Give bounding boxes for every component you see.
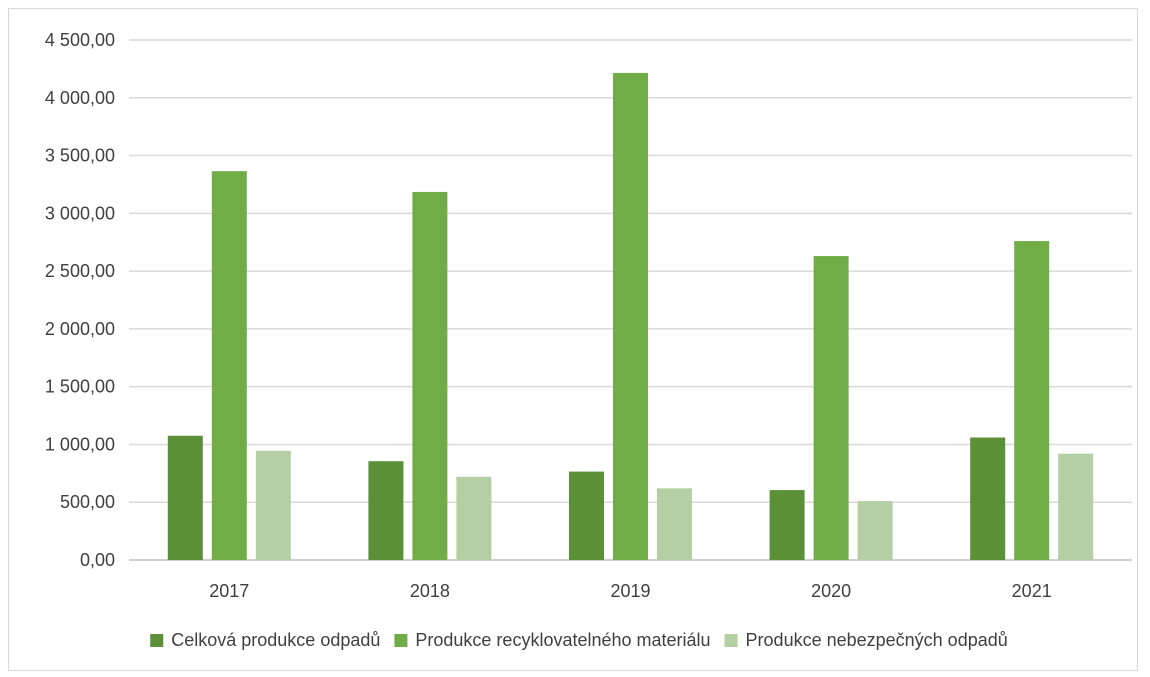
legend-swatch [150, 634, 164, 647]
y-axis-ticks: 0,00 500,00 1 000,00 1 500,00 2 000,00 2 500,… [45, 30, 115, 570]
y-tick-label: 2 000,00 [45, 319, 115, 339]
bar-2020-series-3 [857, 501, 893, 560]
bar-2018-series-3 [456, 476, 492, 560]
legend: Celková produkce odpadů Produkce recyklov… [150, 630, 1008, 650]
bar-2017-series-2 [211, 171, 247, 560]
legend-label: Celková produkce odpadů [171, 630, 380, 650]
legend-item-1: Celková produkce odpadů [150, 630, 380, 650]
bar-2017-series-3 [255, 450, 291, 560]
x-tick-label: 2021 [1012, 581, 1052, 601]
y-tick-label: 3 000,00 [45, 203, 115, 223]
y-tick-label: 1 000,00 [45, 434, 115, 454]
legend-label: Produkce recyklovatelného materiálu [415, 630, 710, 650]
bar-2020-series-2 [813, 256, 849, 560]
legend-label: Produkce nebezpečných odpadů [746, 630, 1008, 650]
y-tick-label: 2 500,00 [45, 261, 115, 281]
bar-2019-series-3 [657, 488, 692, 560]
y-tick-label: 0,00 [80, 550, 115, 570]
chart-frame: 0,00 500,00 1 000,00 1 500,00 2 000,00 2 500,… [8, 8, 1138, 671]
legend-item-2: Produkce recyklovatelného materiálu [394, 630, 711, 650]
x-tick-label: 2020 [811, 581, 851, 601]
bar-2018-series-2 [412, 191, 448, 560]
y-tick-label: 4 500,00 [45, 30, 115, 50]
y-tick-label: 1 500,00 [45, 377, 115, 397]
y-tick-label: 4 000,00 [45, 88, 115, 108]
x-tick-label: 2017 [209, 581, 249, 601]
y-tick-label: 500,00 [60, 492, 115, 512]
legend-item-3: Produkce nebezpečných odpadů [724, 630, 1008, 650]
x-tick-label: 2019 [610, 581, 650, 601]
bar-2018-series-1 [368, 461, 404, 560]
bar-2017-series-1 [167, 435, 203, 560]
bar-2021-series-1 [970, 437, 1006, 560]
x-tick-label: 2018 [410, 581, 450, 601]
x-axis-ticks: 2017 2018 2019 2020 2021 [209, 581, 1051, 601]
bar-2019-series-1 [569, 471, 604, 560]
bar-2021-series-2 [1014, 241, 1050, 561]
bar-2021-series-3 [1058, 453, 1094, 560]
bar-2019-series-2 [613, 72, 648, 560]
legend-swatch [724, 634, 738, 647]
y-tick-label: 3 500,00 [45, 146, 115, 166]
bar-2020-series-1 [769, 490, 805, 560]
bars [167, 72, 1094, 561]
bar-chart: 0,00 500,00 1 000,00 1 500,00 2 000,00 2 500,… [45, 30, 1132, 650]
legend-swatch [394, 634, 408, 647]
